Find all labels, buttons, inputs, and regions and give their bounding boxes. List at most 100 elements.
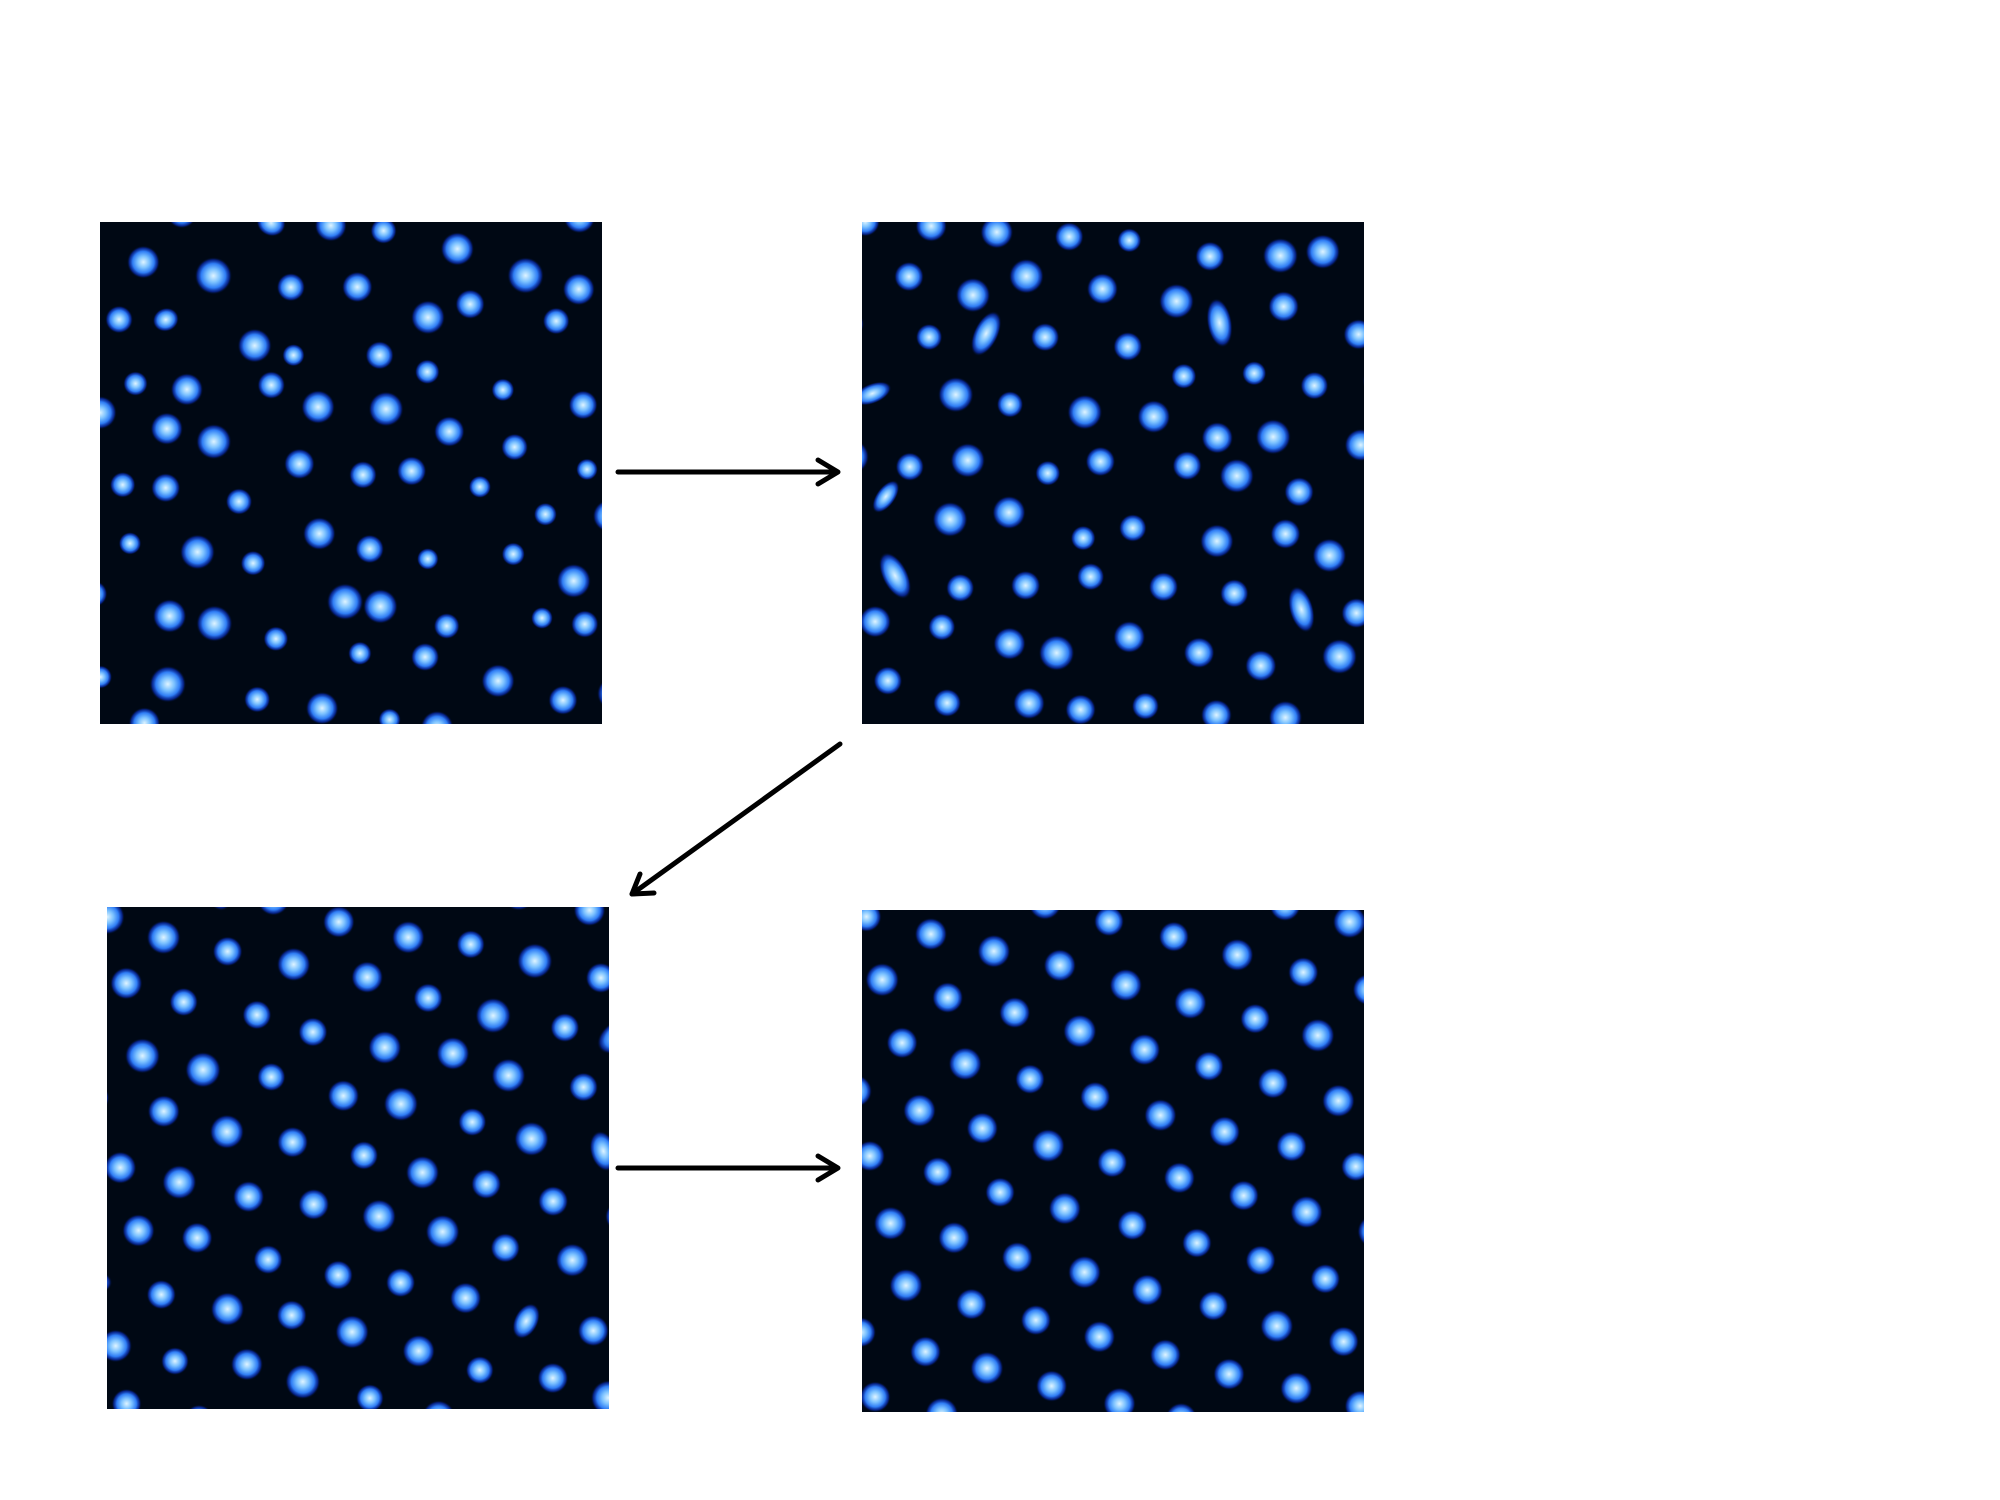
panel-2-spot <box>1200 699 1233 724</box>
panel-4-spot <box>948 1047 983 1081</box>
panel-3-spot <box>470 1168 502 1200</box>
panel-3-spot <box>383 1086 419 1122</box>
panel-3-spot <box>107 1329 133 1363</box>
panel-2-spot <box>1321 638 1358 675</box>
panel-3-spot <box>242 1000 272 1030</box>
panel-3-spot <box>449 1282 482 1314</box>
panel-4-spot <box>1103 1387 1136 1412</box>
panel-3-spot <box>122 1214 155 1247</box>
panel-2-spot <box>1113 620 1146 654</box>
panel-3-spot <box>146 1279 177 1310</box>
panel-1-spot <box>196 605 233 642</box>
panel-2-spot <box>955 277 991 313</box>
panel-3-spot <box>402 1334 436 1368</box>
panel-3-spot <box>550 1012 580 1043</box>
panel-3-spot <box>327 1079 360 1112</box>
panel-1-spot <box>119 178 155 214</box>
panel-1-spot <box>150 472 181 503</box>
panel-2-spot <box>1300 371 1329 400</box>
panel-1-spot <box>542 307 570 335</box>
panel-3-spot <box>107 1151 137 1184</box>
panel-4-spot <box>1366 1034 1406 1074</box>
panel-3-spot <box>212 936 243 967</box>
panel-4-spot <box>1328 1326 1360 1357</box>
panel-4-spot <box>1020 1304 1052 1336</box>
panel-4-spot <box>909 1335 942 1368</box>
panel-1-spot <box>256 222 286 237</box>
panel-2-spot <box>970 311 1002 357</box>
panel-1-spot <box>170 373 204 406</box>
panel-4-spot <box>1062 1014 1097 1049</box>
panel-1-spot <box>570 610 599 638</box>
panel-1-spot <box>282 343 305 367</box>
panel-2-spot <box>1070 525 1096 551</box>
panel-1-spot <box>362 588 398 624</box>
panel-3-spot <box>590 1380 609 1409</box>
panel-2-spot <box>1305 234 1341 270</box>
panel-4-spot <box>1260 1309 1294 1343</box>
panel-2-spot <box>862 222 880 237</box>
panel-3-spot <box>577 1314 609 1347</box>
panel-4-spot <box>998 996 1031 1029</box>
panel-1-spot <box>302 516 336 551</box>
panel-4-spot <box>1321 1084 1355 1118</box>
panel-3-spot <box>256 1062 286 1092</box>
panel-2-spot <box>1201 421 1234 454</box>
panel-1-spot <box>420 173 458 211</box>
panel-2-spot <box>1113 331 1143 362</box>
panel-4-spot <box>886 1027 918 1059</box>
panel-2-spot <box>1131 692 1160 720</box>
panel-1-spot <box>349 460 378 489</box>
panel-2-spot <box>1054 222 1084 252</box>
panel-2-spot <box>915 323 943 351</box>
panel-3-spot <box>253 1244 283 1275</box>
panel-2-spots <box>822 189 1398 724</box>
panel-2-spot <box>1268 291 1300 323</box>
panel-1-spot <box>368 391 404 427</box>
panel-3-spot <box>514 1121 549 1157</box>
panel-2-spot <box>1270 518 1301 550</box>
panel-3-spot <box>491 1058 526 1093</box>
panel-1-spot <box>507 257 544 294</box>
panel-4-spot <box>1340 1151 1364 1182</box>
panel-1-spot <box>283 448 315 480</box>
panel-1-spot <box>416 547 439 570</box>
panel-1-spot <box>420 710 454 724</box>
panel-2-spot <box>1344 428 1364 462</box>
panel-2-spot <box>932 688 962 718</box>
panel-3-spot <box>247 1414 286 1453</box>
panel-1-spot <box>433 416 465 447</box>
panel-2-spot <box>1012 687 1046 720</box>
pattern-panel-4 <box>862 910 1406 1412</box>
panel-3-spot <box>351 961 384 994</box>
arrow-right-top <box>615 457 841 487</box>
panel-4-spot <box>1048 1192 1082 1225</box>
panel-3-spot <box>516 943 553 979</box>
panel-1-spot <box>568 390 598 420</box>
panel-1-spot <box>149 665 187 703</box>
panel-3-spot <box>537 1185 569 1217</box>
panel-2-spot <box>1365 189 1398 222</box>
panel-3-spot <box>257 907 290 916</box>
panel-1-spot <box>100 665 113 689</box>
panel-2-spot <box>980 222 1014 249</box>
panel-2-spot <box>1199 524 1234 559</box>
panel-4-spot <box>1128 1033 1161 1066</box>
panel-1-spot <box>305 691 339 724</box>
panel-2-spot <box>873 666 903 696</box>
panel-2-spot <box>1284 476 1315 507</box>
panel-2-spot <box>822 541 846 588</box>
panel-4-spot <box>1275 1130 1308 1163</box>
panel-4-spot <box>914 917 948 951</box>
panel-4-spot <box>977 934 1011 968</box>
panel-4-spot <box>1165 1402 1198 1412</box>
panel-3-spot <box>361 1199 397 1234</box>
panel-2-spot <box>1076 562 1105 591</box>
panel-2-spot <box>1085 446 1116 477</box>
panel-3-spot <box>385 1267 416 1298</box>
panel-1-spot <box>609 329 642 362</box>
panel-1-spot <box>501 542 526 566</box>
panel-2-spot <box>1195 241 1225 272</box>
panel-4-spot <box>1257 1067 1289 1099</box>
panel-4-spot <box>902 1093 937 1128</box>
